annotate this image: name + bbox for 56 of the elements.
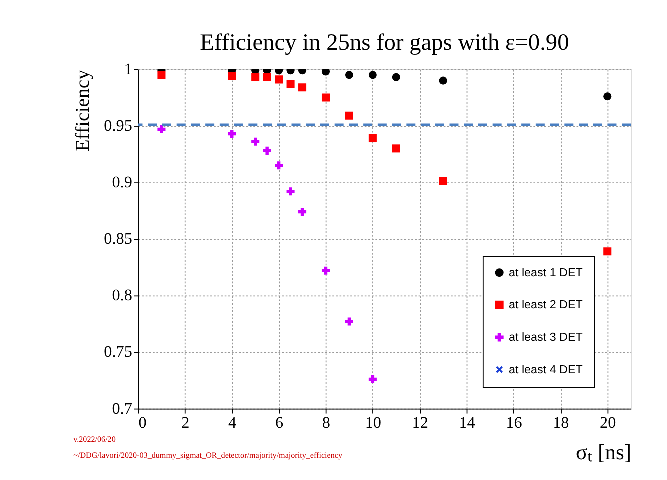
point (322, 94, 330, 102)
y-tick-label: 1 (124, 61, 132, 78)
y-tick-label: 0.9 (112, 174, 132, 192)
x-tick-label: 20 (600, 415, 616, 432)
point (228, 130, 236, 138)
point (263, 73, 272, 82)
point (252, 138, 260, 146)
point (298, 208, 307, 216)
point (345, 71, 354, 80)
point (286, 188, 295, 196)
x-tick-label: 12 (412, 415, 428, 432)
point (368, 375, 377, 384)
y-tick-label: 0.7 (112, 400, 132, 418)
point (322, 70, 330, 76)
x-tick-label: 2 (182, 415, 190, 432)
point (298, 84, 307, 92)
point (252, 73, 260, 82)
legend-label: at least 1 DET (509, 266, 583, 280)
text: ~/DDG/lavori/2020-03_dummy_sigmat_OR_detector/majority/majority_efficiency (74, 451, 343, 460)
legend-label: at least 2 DET (509, 298, 583, 312)
chart-title: Efficiency in 25ns for gaps with ε=0.90 (200, 30, 570, 56)
point (368, 134, 377, 143)
point (368, 71, 377, 80)
point (158, 125, 166, 134)
point (392, 73, 400, 82)
legend-label: at least 3 DET (509, 331, 583, 344)
x-tick-label: 0 (138, 415, 147, 432)
point (345, 112, 354, 120)
point (604, 248, 612, 256)
x-tick-label: 18 (553, 415, 570, 432)
x-tick-label: 16 (506, 415, 522, 432)
point (345, 318, 354, 326)
text: v.2022/06/20 (74, 435, 116, 444)
point (439, 177, 448, 186)
point (439, 76, 448, 85)
x-tick-label: 8 (322, 415, 330, 432)
point (275, 76, 284, 84)
y-axis-title: Efficiency (72, 70, 94, 152)
x-tick-label: 14 (459, 415, 476, 432)
y-tick-label: 0.8 (112, 288, 132, 305)
x-tick-label: 6 (275, 415, 284, 432)
point (286, 80, 295, 88)
y-tick-label: 0.95 (104, 118, 132, 135)
y-tick-label: 0.75 (104, 344, 132, 362)
point (604, 92, 612, 101)
x-tick-label: 10 (365, 415, 382, 432)
y-tick-label: 0.85 (104, 231, 132, 248)
point (322, 266, 330, 275)
point (228, 72, 236, 80)
point (392, 144, 400, 153)
point (158, 71, 166, 80)
point (275, 162, 284, 170)
legend-label: at least 4 DET (509, 363, 583, 376)
x-tick-label: 4 (228, 415, 237, 432)
point (263, 146, 272, 155)
x-axis-title: σₜ [ns] (576, 440, 632, 465)
